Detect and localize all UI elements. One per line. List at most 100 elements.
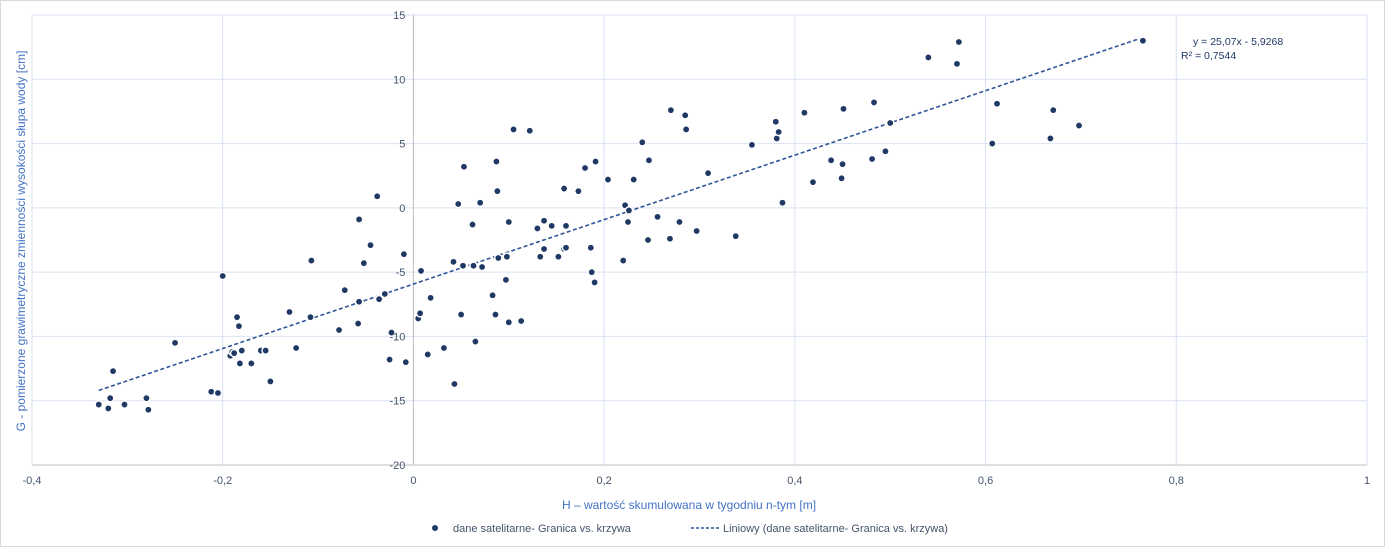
data-point [547,221,556,231]
y-tick-label: -20 [390,460,406,472]
data-point [675,217,684,227]
y-tick-label: -15 [390,396,406,408]
data-point [426,293,435,303]
data-point [416,266,426,276]
y-tick-label: 10 [393,74,405,86]
x-tick-label: 1 [1364,475,1370,487]
data-point [94,400,104,409]
data-point [954,37,964,47]
data-point [285,307,294,317]
data-point [525,126,535,136]
data-point [603,175,613,184]
data-point [401,357,411,367]
x-tick-label: 0,8 [1169,475,1184,487]
data-point [703,168,713,178]
data-point [469,261,478,271]
data-point [453,199,463,209]
data-point [837,173,846,183]
data-point [229,348,239,358]
data-point [237,346,247,355]
data-point [291,343,301,353]
data-point [354,297,364,307]
x-tick-label: 0,2 [596,475,611,487]
data-point [266,377,275,386]
data-point [218,271,228,281]
data-point [468,220,477,229]
data-point [493,186,502,196]
data-point [423,350,433,359]
legend-label-scatter: dane satelitarne- Granica vs. krzywa [453,523,632,535]
data-point [681,125,691,134]
data-point [535,252,545,262]
data-point [644,155,654,165]
y-tick-label: -10 [390,331,406,343]
data-point [380,289,390,299]
data-point [354,215,364,224]
data-point [826,155,836,165]
data-point [359,258,369,268]
data-point [501,275,511,285]
data-point [450,379,459,389]
data-points [94,36,1148,415]
x-tick-label: 0 [410,475,416,487]
data-point [334,325,344,335]
data-point [637,137,647,147]
data-point [653,212,662,222]
legend: dane satelitarne- Granica vs. krzywa Lin… [432,523,948,535]
data-point [624,206,634,215]
data-point [643,235,653,245]
legend-label-trendline: Liniowy (dane satelitarne- Granica vs. k… [723,523,948,535]
data-point [415,308,425,318]
data-point [492,157,501,166]
data-point [629,175,639,184]
data-point [774,127,783,137]
data-point [247,359,256,368]
data-point [987,139,997,148]
data-point [491,310,500,319]
data-point [387,328,396,337]
data-point [509,125,518,134]
data-point [839,104,848,114]
data-point [103,404,113,413]
data-point [867,154,877,164]
data-point [144,405,153,415]
data-point [618,256,628,265]
data-point [353,319,363,328]
data-point [561,221,571,231]
y-tick-label: -5 [396,267,406,279]
data-point [539,216,549,226]
data-point [680,110,690,120]
data-point [665,234,675,244]
data-point [372,191,382,201]
trendline-equation: y = 25,07x - 5,9268 R² = 0,7544 [1181,36,1283,62]
data-point [261,346,270,355]
data-point [924,53,933,62]
data-point [502,252,512,262]
data-point [475,198,485,208]
data-point [561,243,571,253]
data-point [516,316,526,326]
data-point [142,393,151,403]
trendline [98,36,1144,392]
data-point [504,217,514,227]
data-point [539,244,549,254]
data-point [477,262,487,272]
data-point [666,105,676,115]
data-point [1046,134,1055,143]
x-tick-label: 0,4 [787,475,802,487]
data-point [108,366,118,376]
data-point [235,359,245,368]
data-point [731,231,741,241]
data-point [170,338,180,348]
data-point [439,343,449,353]
data-point [747,140,757,150]
data-point [838,159,847,169]
data-point [206,387,216,397]
data-point [504,317,514,327]
data-point [580,163,590,173]
data-point [587,267,597,277]
gridlines [31,14,1368,466]
data-point [574,186,583,196]
